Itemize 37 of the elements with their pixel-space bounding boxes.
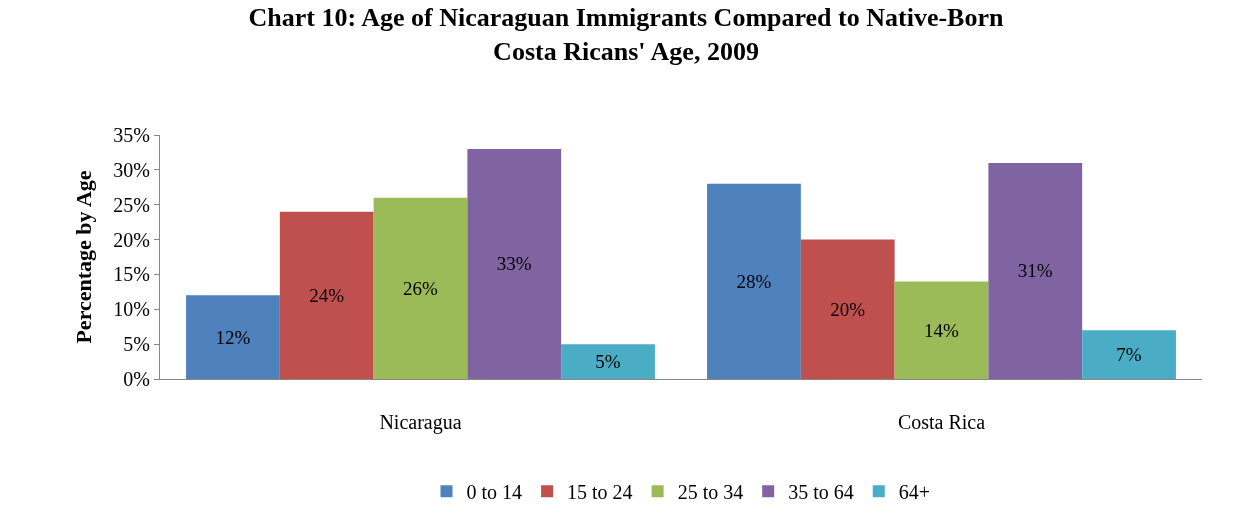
- legend-label: 25 to 34: [677, 481, 744, 504]
- data-label: 28%: [736, 270, 772, 292]
- y-tick-label: 0%: [123, 368, 150, 390]
- legend-label: 0 to 14: [466, 481, 523, 504]
- data-label: 14%: [924, 319, 959, 341]
- bar: [988, 162, 1083, 379]
- y-axis-title: Percentage by Age: [71, 170, 97, 344]
- data-label: 7%: [1116, 344, 1142, 366]
- chart-title: Chart 10: Age of Nicaraguan Immigrants Compared to Native-Born Costa Ricans' Age, 2009: [248, 3, 1004, 66]
- y-tick-label: 10%: [113, 298, 150, 321]
- data-label: 31%: [1017, 260, 1053, 282]
- y-tick-label: 25%: [113, 193, 150, 216]
- y-tick-label: 35%: [113, 124, 150, 146]
- bar: [707, 183, 801, 379]
- bar: [800, 239, 895, 379]
- y-tick-label: 30%: [113, 158, 150, 181]
- bar: [279, 211, 374, 379]
- legend-label: 15 to 24: [567, 481, 633, 504]
- bar: [1082, 330, 1176, 379]
- data-label: 20%: [830, 298, 866, 320]
- bar: [373, 197, 468, 379]
- data-label: 5%: [595, 351, 621, 373]
- data-label: 12%: [215, 326, 251, 348]
- bar: [561, 344, 655, 379]
- x-tick-label: Nicaragua: [379, 411, 462, 434]
- data-label: 24%: [309, 284, 345, 306]
- bar: [467, 148, 562, 379]
- bar: [186, 295, 280, 379]
- data-label: 33%: [496, 253, 532, 275]
- y-tick-label: 15%: [113, 263, 150, 286]
- data-label: 26%: [403, 277, 438, 299]
- x-tick-label: Costa Rica: [897, 411, 986, 433]
- legend-label: 35 to 64: [788, 481, 854, 504]
- y-tick-label: 20%: [113, 228, 150, 251]
- legend-label: 64+: [898, 481, 931, 504]
- y-tick-label: 5%: [123, 333, 150, 356]
- bar: [894, 281, 989, 379]
